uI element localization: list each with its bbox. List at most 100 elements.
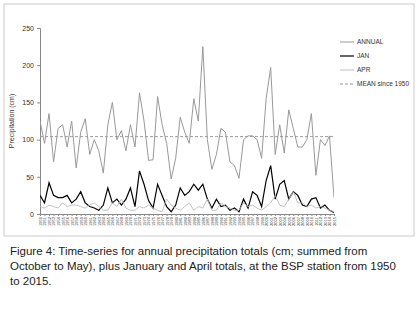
legend-label: APR xyxy=(357,66,371,73)
y-tick-label: 200 xyxy=(22,62,34,69)
x-tick-mark xyxy=(176,214,177,216)
x-tick-mark xyxy=(185,214,186,216)
y-tick-label: 0 xyxy=(30,211,34,218)
y-tick-label: 250 xyxy=(22,25,34,32)
legend-label: MEAN since 1950 xyxy=(357,80,409,87)
x-tick-mark xyxy=(121,214,122,216)
x-tick-mark xyxy=(275,214,276,216)
x-tick-mark xyxy=(253,214,254,216)
y-tick-label: 50 xyxy=(26,174,34,181)
y-tick: 250 xyxy=(22,25,40,32)
x-tick-mark xyxy=(180,214,181,216)
chart: 0 50 100 150 200 250 1950195119521953195419551… xyxy=(0,0,418,240)
x-tick-mark xyxy=(112,214,113,216)
x-tick-mark xyxy=(167,214,168,216)
x-tick-mark xyxy=(153,214,154,216)
x-tick-mark xyxy=(293,214,294,216)
x-tick-mark xyxy=(316,214,317,216)
x-tick-mark xyxy=(130,214,131,216)
y-tick: 150 xyxy=(22,99,40,106)
x-axis-line xyxy=(41,215,335,217)
caption: Figure 4: Time-series for annual precipi… xyxy=(10,244,408,289)
x-tick-mark xyxy=(144,214,145,216)
x-tick-mark xyxy=(135,214,136,216)
y-tick-mark xyxy=(37,214,40,215)
plot-area xyxy=(40,47,334,213)
x-tick-mark xyxy=(140,214,141,216)
x-tick-mark xyxy=(103,214,104,216)
legend-swatch xyxy=(340,42,354,43)
legend-swatch xyxy=(340,70,354,71)
y-tick: 200 xyxy=(22,62,40,69)
x-tick-mark xyxy=(99,214,100,216)
legend-swatch xyxy=(340,55,354,56)
x-tick: 2015 xyxy=(332,214,337,226)
x-tick-mark xyxy=(329,214,330,216)
x-tick-mark xyxy=(189,214,190,216)
x-tick-mark xyxy=(198,214,199,216)
x-tick-label: 2015 xyxy=(332,216,337,226)
y-tick-mark xyxy=(37,140,40,141)
y-tick: 100 xyxy=(22,136,40,143)
y-tick-label: 100 xyxy=(22,136,34,143)
y-tick-mark xyxy=(37,65,40,66)
x-tick-mark xyxy=(76,214,77,216)
x-tick-mark xyxy=(320,214,321,216)
x-tick-mark xyxy=(45,214,46,216)
legend: ANNUAL JAN APR MEAN since 1950 xyxy=(340,38,409,87)
x-tick-mark xyxy=(162,214,163,216)
legend-label: ANNUAL xyxy=(357,38,384,45)
x-tick-mark xyxy=(85,214,86,216)
x-tick-mark xyxy=(284,214,285,216)
x-tick-mark xyxy=(289,214,290,216)
y-axis-title: Precipitation (cm) xyxy=(8,94,16,148)
x-tick-mark xyxy=(307,214,308,216)
legend-label: JAN xyxy=(357,52,370,59)
x-tick-mark xyxy=(248,214,249,216)
x-tick-mark xyxy=(94,214,95,216)
x-tick-mark xyxy=(203,214,204,216)
x-tick-mark xyxy=(72,214,73,216)
y-tick-mark xyxy=(37,102,40,103)
series-line xyxy=(40,192,334,212)
x-tick-mark xyxy=(212,214,213,216)
y-axis: 0 50 100 150 200 250 xyxy=(22,25,40,218)
x-tick-mark xyxy=(67,214,68,216)
x-tick-mark xyxy=(58,214,59,216)
x-tick-mark xyxy=(81,214,82,216)
x-tick-mark xyxy=(266,214,267,216)
x-tick-mark xyxy=(230,214,231,216)
x-tick-mark xyxy=(239,214,240,216)
x-tick-mark xyxy=(194,214,195,216)
series-line xyxy=(40,47,334,198)
x-tick-mark xyxy=(171,214,172,216)
frame xyxy=(4,4,414,236)
x-tick-mark xyxy=(40,214,41,216)
x-tick-mark xyxy=(244,214,245,216)
x-tick-mark xyxy=(108,214,109,216)
x-tick-mark xyxy=(298,214,299,216)
x-tick-mark xyxy=(63,214,64,216)
x-tick-mark xyxy=(257,214,258,216)
x-tick-mark xyxy=(302,214,303,216)
y-tick: 0 xyxy=(30,211,40,218)
x-tick-mark xyxy=(311,214,312,216)
x-tick-mark xyxy=(54,214,55,216)
x-tick-mark xyxy=(325,214,326,216)
x-tick-mark xyxy=(221,214,222,216)
x-tick-mark xyxy=(216,214,217,216)
x-tick-mark xyxy=(271,214,272,216)
series-line xyxy=(40,166,334,213)
x-axis: 1950195119521953195419551956195719581959… xyxy=(38,214,337,226)
x-tick-mark xyxy=(158,214,159,216)
x-tick-mark xyxy=(90,214,91,216)
x-tick-mark xyxy=(225,214,226,216)
x-tick-mark xyxy=(126,214,127,216)
x-tick-mark xyxy=(49,214,50,216)
x-tick-mark xyxy=(117,214,118,216)
y-tick-mark xyxy=(37,28,40,29)
x-tick-mark xyxy=(149,214,150,216)
x-tick-mark xyxy=(207,214,208,216)
y-tick-mark xyxy=(37,177,40,178)
legend-swatch xyxy=(340,84,354,85)
